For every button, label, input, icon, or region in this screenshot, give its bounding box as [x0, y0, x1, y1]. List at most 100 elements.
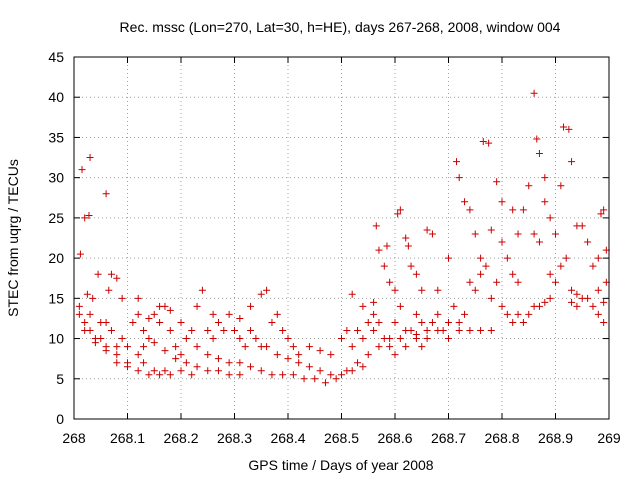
data-point	[129, 318, 137, 326]
data-point	[394, 210, 402, 218]
x-tick-label: 268.3	[217, 430, 252, 446]
data-point	[91, 339, 99, 347]
data-point	[177, 318, 185, 326]
data-point	[412, 310, 420, 318]
data-point	[257, 367, 265, 375]
data-point	[107, 270, 115, 278]
data-point	[498, 302, 506, 310]
data-point	[327, 351, 335, 359]
data-point	[102, 318, 110, 326]
data-point	[354, 359, 362, 367]
data-point	[289, 371, 297, 379]
data-point	[541, 198, 549, 206]
data-point	[252, 335, 260, 343]
data-point	[156, 302, 164, 310]
data-point	[150, 367, 158, 375]
y-tick-label: 5	[56, 371, 64, 387]
data-point	[332, 375, 340, 383]
data-point	[487, 327, 495, 335]
data-point	[214, 355, 222, 363]
data-point	[466, 327, 474, 335]
data-point	[573, 290, 581, 298]
data-point	[305, 363, 313, 371]
data-point	[552, 278, 559, 286]
data-point	[166, 327, 174, 335]
data-point	[102, 347, 110, 355]
data-point	[509, 318, 517, 326]
data-point	[477, 254, 485, 262]
x-tick-label: 268.2	[163, 430, 198, 446]
y-tick-label: 20	[48, 250, 64, 266]
data-point	[305, 343, 313, 351]
data-point	[145, 335, 153, 343]
data-point	[445, 254, 452, 262]
data-point	[453, 158, 461, 166]
data-point	[600, 298, 608, 306]
data-point	[105, 286, 113, 294]
data-point	[455, 318, 463, 326]
chart-title: Rec. mssc (Lon=270, Lat=30, h=HE), days …	[120, 19, 561, 35]
x-tick-label: 268.7	[431, 430, 466, 446]
data-point	[76, 250, 84, 258]
data-point	[118, 335, 126, 343]
axis-ticks: 268 268.1 268.2 268.3 268.4 268.5 268.6 268.7 26…	[48, 49, 620, 446]
data-point	[530, 89, 538, 97]
data-point	[124, 343, 131, 351]
x-tick-label: 268.6	[377, 430, 412, 446]
data-point	[560, 123, 568, 131]
data-point	[289, 343, 297, 351]
data-point	[107, 327, 115, 335]
data-point	[514, 278, 522, 286]
data-point	[204, 351, 212, 359]
data-point	[477, 327, 485, 335]
data-point	[236, 335, 244, 343]
y-tick-label: 40	[48, 89, 64, 105]
data-point	[471, 286, 479, 294]
data-point	[383, 242, 391, 250]
x-tick-label: 268.8	[484, 430, 519, 446]
data-point	[273, 351, 281, 359]
data-point	[594, 310, 602, 318]
data-point	[343, 327, 351, 335]
y-tick-label: 35	[48, 129, 64, 145]
data-point	[370, 298, 378, 306]
data-point	[412, 331, 420, 339]
data-point	[247, 302, 255, 310]
data-point	[562, 254, 570, 262]
data-point	[113, 351, 121, 359]
data-point	[479, 137, 487, 145]
data-point	[343, 367, 351, 375]
data-point	[161, 347, 169, 355]
data-point	[509, 270, 517, 278]
data-point	[546, 294, 554, 302]
y-tick-label: 0	[56, 411, 64, 427]
data-points	[75, 89, 610, 387]
data-point	[85, 211, 93, 219]
x-tick-label: 268	[62, 430, 86, 446]
data-point	[386, 343, 394, 351]
data-point	[597, 210, 605, 218]
data-point	[498, 238, 506, 246]
data-point	[600, 206, 608, 214]
data-point	[423, 327, 431, 335]
data-point	[418, 286, 426, 294]
data-point	[172, 355, 180, 363]
data-point	[83, 290, 91, 298]
data-point	[161, 367, 169, 375]
data-point	[396, 206, 404, 214]
data-point	[418, 343, 426, 351]
x-tick-label: 268.1	[110, 430, 145, 446]
data-point	[386, 278, 394, 286]
data-point	[86, 327, 94, 335]
data-point	[584, 238, 592, 246]
data-point	[113, 343, 121, 351]
data-point	[236, 359, 244, 367]
data-point	[514, 310, 522, 318]
data-point	[503, 254, 511, 262]
x-tick-label: 268.5	[324, 430, 359, 446]
data-point	[134, 351, 142, 359]
data-point	[535, 238, 543, 246]
data-point	[402, 234, 410, 242]
data-point	[354, 327, 362, 335]
